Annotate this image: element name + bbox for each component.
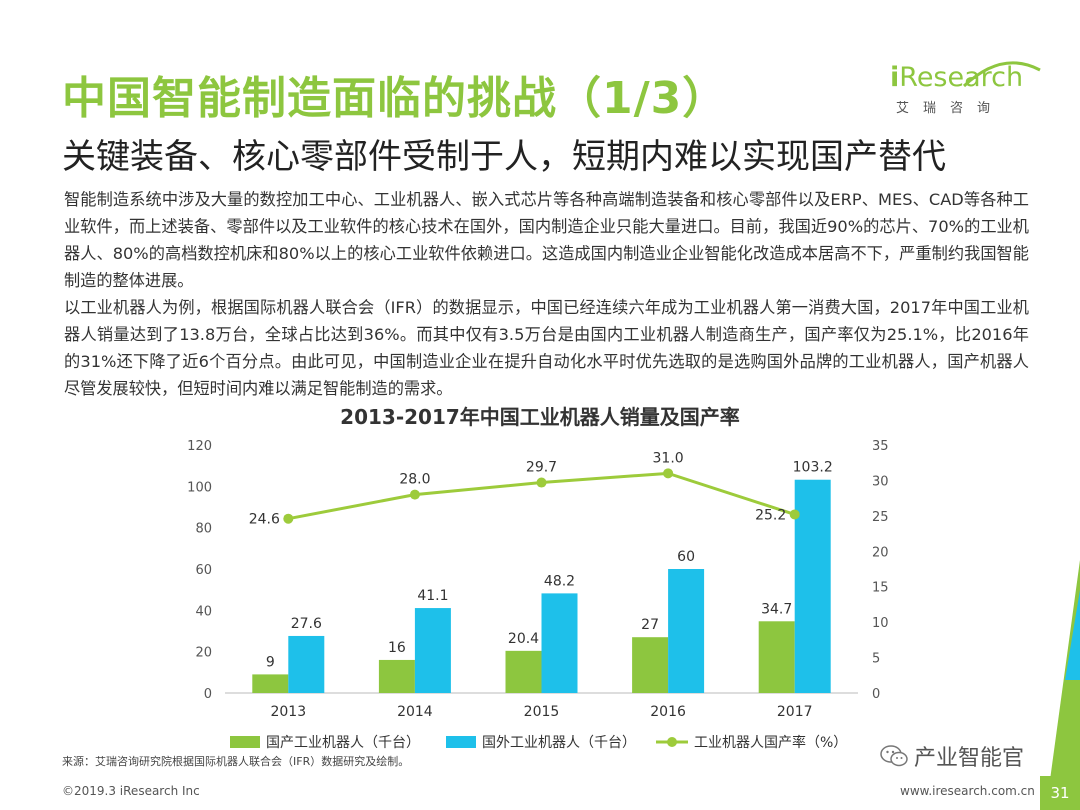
rate-data-label: 24.6 [249, 512, 280, 528]
x-tick-label: 2016 [650, 704, 686, 720]
rate-point [409, 489, 420, 500]
bar-data-label: 103.2 [793, 460, 833, 476]
body-paragraph-1: 智能制造系统中涉及大量的数控加工中心、工业机器人、嵌入式芯片等各种高端制造装备和… [64, 190, 1029, 290]
y-right-tick-label: 0 [872, 687, 880, 702]
wechat-watermark: 产业智能官 [880, 740, 1025, 772]
iresearch-logo: iResearch 艾瑞咨询 [890, 61, 1041, 116]
y-right-tick-label: 5 [872, 652, 880, 667]
y-right-tick-label: 20 [872, 545, 889, 560]
bar-domestic [758, 621, 795, 693]
page-number: 31 [1040, 776, 1080, 810]
y-left-tick-label: 80 [195, 522, 212, 537]
body-paragraph-2: 以工业机器人为例，根据国际机器人联合会（IFR）的数据显示，中国已经连续六年成为… [64, 298, 1029, 398]
y-right-tick-label: 30 [872, 474, 889, 489]
corner-decoration [1050, 560, 1080, 780]
legend-label: 国产工业机器人（千台） [266, 735, 420, 751]
x-tick-label: 2014 [397, 704, 433, 720]
y-left-tick-label: 60 [195, 563, 212, 578]
y-left-tick-label: 0 [204, 687, 212, 702]
bar-data-label: 27.6 [291, 616, 322, 632]
bar-data-label: 16 [388, 640, 406, 656]
x-tick-label: 2015 [524, 704, 560, 720]
logo-brand-i: i [890, 62, 900, 93]
rate-point [663, 468, 674, 479]
bar-data-label: 60 [677, 549, 695, 565]
body-text: 智能制造系统中涉及大量的数控加工中心、工业机器人、嵌入式芯片等各种高端制造装备和… [64, 186, 1029, 402]
bar-foreign [668, 569, 705, 693]
y-left-tick-label: 120 [187, 439, 212, 454]
legend-label: 工业机器人国产率（%） [694, 734, 847, 751]
rate-data-label: 31.0 [653, 450, 684, 466]
legend-label: 国外工业机器人（千台） [482, 735, 636, 751]
bar-data-label: 9 [266, 654, 275, 670]
legend-swatch [446, 736, 476, 748]
rate-data-label: 28.0 [399, 472, 430, 488]
rate-data-label: 25.2 [755, 507, 786, 523]
rate-point [536, 477, 547, 488]
source-note: 来源：艾瑞咨询研究院根据国际机器人联合会（IFR）数据研究及绘制。 [62, 755, 410, 768]
x-tick-label: 2017 [777, 704, 813, 720]
legend-swatch [230, 736, 260, 748]
logo-brand-text: Research [899, 62, 1024, 93]
bar-domestic [505, 650, 542, 693]
bar-domestic [252, 674, 289, 693]
rate-point [789, 509, 800, 520]
bar-domestic [632, 637, 669, 693]
page-subtitle: 关键装备、核心零部件受制于人，短期内难以实现国产替代 [62, 137, 946, 177]
bar-foreign [794, 479, 831, 693]
watermark-text: 产业智能官 [914, 746, 1025, 771]
y-right-tick-label: 25 [872, 510, 889, 525]
y-right-tick-label: 15 [872, 581, 889, 596]
copyright: ©2019.3 iResearch Inc [62, 784, 200, 798]
x-tick-label: 2013 [270, 704, 306, 720]
y-right-tick-label: 35 [872, 439, 889, 454]
bar-data-label: 48.2 [544, 573, 575, 589]
logo-subtitle: 艾瑞咨询 [896, 101, 1005, 116]
bar-data-label: 27 [641, 617, 659, 633]
bar-foreign [541, 593, 578, 693]
bar-foreign [288, 635, 325, 693]
wechat-icon [880, 745, 908, 767]
bar-data-label: 20.4 [508, 631, 539, 647]
chart-title: 2013-2017年中国工业机器人销量及国产率 [340, 405, 740, 429]
bar-foreign [414, 608, 451, 693]
website-link[interactable]: www.iresearch.com.cn [900, 784, 1035, 798]
y-right-tick-label: 10 [872, 616, 889, 631]
bar-data-label: 41.1 [417, 588, 448, 604]
bar-data-label: 34.7 [761, 601, 792, 617]
rate-data-label: 29.7 [526, 460, 557, 476]
y-left-tick-label: 20 [195, 646, 212, 661]
y-left-tick-label: 100 [187, 480, 212, 495]
bar-domestic [378, 659, 415, 693]
legend-marker [667, 737, 677, 747]
logo-swoosh-icon [962, 61, 1041, 88]
rate-point [283, 513, 294, 524]
y-left-tick-label: 40 [195, 604, 212, 619]
page-title: 中国智能制造面临的挑战（1/3） [62, 73, 728, 124]
